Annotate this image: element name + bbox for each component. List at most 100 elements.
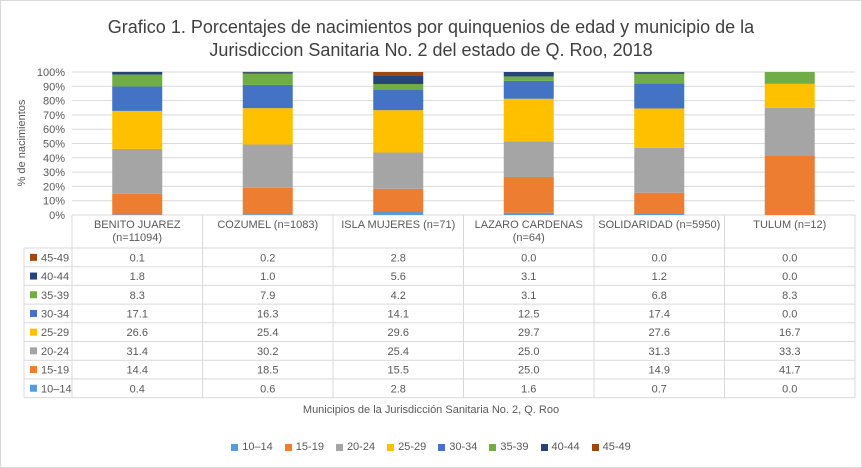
data-label: 1.8: [130, 271, 145, 283]
y-tick-label: 30%: [43, 167, 65, 179]
legend-item: 10–14: [231, 441, 273, 453]
x-tick-label: (n=11094): [112, 232, 162, 244]
chart-title: Grafico 1. Porcentajes de nacimientos po…: [0, 16, 862, 62]
data-label: 29.6: [388, 327, 409, 339]
bar-segment: [373, 110, 424, 153]
bar-segment: [373, 210, 424, 215]
legend-item: 20-24: [335, 441, 375, 453]
bar-segment: [112, 193, 163, 215]
bar-segment: [242, 84, 293, 109]
y-tick-label: 100%: [37, 67, 65, 79]
legend-swatch: [335, 443, 343, 451]
x-tick-label: (n=64): [513, 232, 545, 244]
data-label: 17.1: [127, 308, 148, 320]
data-label: 31.3: [649, 346, 670, 358]
data-label: 30.2: [257, 346, 278, 358]
bar-segment: [112, 72, 163, 75]
legend-swatch: [540, 443, 548, 451]
bar-segment: [112, 110, 163, 149]
x-tick-label: TULUM (n=12): [753, 219, 826, 231]
data-label: 25.0: [518, 346, 539, 358]
data-label: 1.0: [260, 271, 275, 283]
x-tick-label: BENITO JUAREZ: [94, 219, 181, 231]
bar-segment: [373, 188, 424, 211]
bar-segment: [503, 98, 554, 142]
data-label: 18.5: [257, 365, 278, 377]
data-label: 25.0: [518, 365, 539, 377]
data-label: 25.4: [257, 327, 278, 339]
legend-label: 10–14: [242, 441, 273, 453]
legend-label: 40-44: [551, 441, 580, 453]
data-label: 0.1: [130, 252, 145, 264]
y-tick-label: 50%: [43, 139, 65, 151]
data-label: 0.6: [260, 383, 275, 395]
bar-segment: [503, 72, 554, 77]
x-tick-label: LAZARO CARDENAS: [475, 219, 583, 231]
bar-segment: [503, 176, 554, 213]
bar-segment: [634, 213, 685, 215]
legend-item: 30-34: [438, 441, 477, 453]
y-tick-label: 40%: [43, 153, 65, 165]
y-tick-label: 70%: [43, 110, 65, 122]
table-row-label: 10–14: [41, 383, 72, 395]
x-tick-label: SOLIDARIDAD (n=5950): [598, 219, 720, 231]
chart-title-line1: Grafico 1. Porcentajes de nacimientos po…: [107, 17, 755, 37]
chart-title-line2: Jurisdiccion Sanitaria No. 2 del estado …: [209, 40, 653, 60]
bar-segment: [112, 86, 163, 111]
legend-item: 45-49: [591, 441, 631, 453]
bar-segment: [242, 187, 293, 215]
data-label: 0.0: [782, 252, 797, 264]
data-label: 3.1: [521, 290, 536, 302]
legend-item: 35-39: [489, 441, 529, 453]
table-row-swatch: [30, 253, 37, 261]
table-row-swatch: [30, 291, 37, 299]
table-row-swatch: [30, 347, 37, 355]
data-label: 0.4: [130, 383, 145, 395]
data-label: 6.8: [652, 290, 667, 302]
y-tick-label: 60%: [43, 124, 65, 136]
bar-segment: [764, 83, 815, 108]
bar-segment: [634, 108, 685, 148]
legend-item: 25-29: [387, 441, 426, 453]
bar-segment: [503, 76, 554, 81]
data-label: 2.8: [391, 383, 406, 395]
bar-segment: [503, 141, 554, 177]
bar-segment: [634, 147, 685, 193]
data-label: 14.9: [649, 365, 670, 377]
bar-segment: [503, 80, 554, 99]
bar-segment: [503, 212, 554, 215]
y-tick-label: 20%: [43, 181, 65, 193]
data-label: 26.6: [127, 327, 148, 339]
bar-segment: [764, 107, 815, 156]
table-row-label: 45-49: [41, 252, 69, 264]
data-label: 0.0: [521, 252, 536, 264]
data-label: 33.3: [779, 346, 800, 358]
data-label: 31.4: [127, 346, 148, 358]
table-row-swatch: [30, 272, 37, 280]
table-row-label: 20-24: [41, 346, 69, 358]
bar-segment: [373, 76, 424, 85]
legend-label: 30-34: [449, 441, 478, 453]
bar-segment: [373, 72, 424, 77]
data-label: 0.7: [652, 383, 667, 395]
bar-segment: [634, 192, 685, 214]
data-label: 41.7: [779, 365, 800, 377]
x-tick-label: ISLA MUJERES (n=71): [341, 219, 455, 231]
data-label: 25.4: [388, 346, 409, 358]
x-axis-label: Municipios de la Jurisdicción Sanitaria …: [302, 404, 560, 416]
data-label: 14.1: [388, 308, 409, 320]
data-label: 12.5: [518, 308, 539, 320]
legend-swatch: [591, 443, 599, 451]
data-label: 2.8: [391, 252, 406, 264]
data-label: 3.1: [521, 271, 536, 283]
legend-swatch: [438, 443, 446, 451]
legend-swatch: [231, 443, 239, 451]
table-row-swatch: [30, 384, 37, 392]
data-label: 0.0: [782, 383, 797, 395]
bar-segment: [242, 72, 293, 74]
data-label: 7.9: [260, 290, 275, 302]
bar-segment: [112, 74, 163, 87]
bar-segment: [634, 72, 685, 74]
legend-swatch: [489, 443, 497, 451]
